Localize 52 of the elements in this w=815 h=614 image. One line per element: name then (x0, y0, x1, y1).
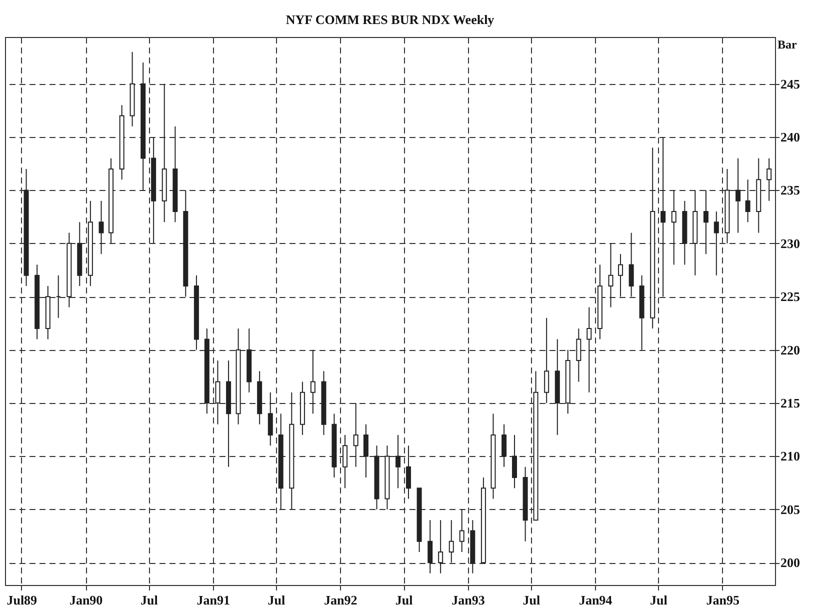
y-tick-label: 215 (780, 396, 800, 411)
candlestick (586, 306, 592, 393)
x-tick-label: Jul89 (6, 592, 38, 608)
y-tick-label: 230 (780, 236, 800, 251)
candlestick (736, 158, 741, 234)
x-tick-label: Jul (522, 592, 540, 608)
candlestick (353, 402, 358, 468)
candlestick (363, 424, 368, 478)
candlestick (215, 360, 220, 425)
candlestick (544, 317, 550, 404)
x-tick-label: Jan93 (452, 592, 486, 608)
y-tick-label: 225 (780, 289, 800, 304)
candlestick (502, 424, 507, 468)
candlestick (406, 445, 411, 500)
candlestick (671, 190, 676, 266)
candlestick (428, 520, 433, 574)
candlestick (703, 190, 708, 255)
candlestick (342, 434, 348, 489)
candlestick (448, 520, 454, 564)
x-tick-label: Jan94 (578, 592, 613, 608)
y-tick-label: 210 (780, 448, 800, 464)
x-tick-label: Jan91 (196, 592, 230, 608)
y-tick-label: 220 (780, 342, 800, 358)
candlestick (396, 434, 401, 489)
y-tick-label: 235 (780, 182, 800, 198)
x-tick-label: Jan90 (69, 592, 103, 608)
candlestick (512, 434, 517, 489)
candlestick (618, 254, 624, 298)
candlestick (310, 349, 316, 414)
y-tick-label: 200 (780, 555, 800, 570)
candlestick (268, 392, 273, 446)
candlestick (714, 211, 719, 276)
x-tick-label: Jul (140, 592, 158, 608)
y-tick-label: 240 (780, 130, 800, 145)
candlestick (660, 136, 666, 298)
candlestick (608, 242, 614, 308)
candlestick (766, 158, 772, 202)
candlestick (576, 328, 582, 382)
y-axis-title: Bar (778, 38, 798, 52)
y-tick-label: 205 (780, 502, 800, 517)
candlestick (459, 508, 464, 553)
y-tick-label: 245 (780, 76, 800, 92)
x-tick-label: Jul (268, 592, 286, 608)
x-tick-label: Jul (395, 592, 414, 608)
candlestick (745, 179, 750, 223)
x-tick-label: Jan92 (324, 592, 358, 608)
candlestick (98, 200, 104, 255)
x-tick-label: Jan95 (706, 592, 740, 608)
candlestick (628, 232, 634, 298)
candlestick (438, 520, 444, 574)
x-tick-label: Jul (650, 592, 668, 608)
chart-title: NYF COMM RES BUR NDX Weekly (286, 12, 495, 27)
